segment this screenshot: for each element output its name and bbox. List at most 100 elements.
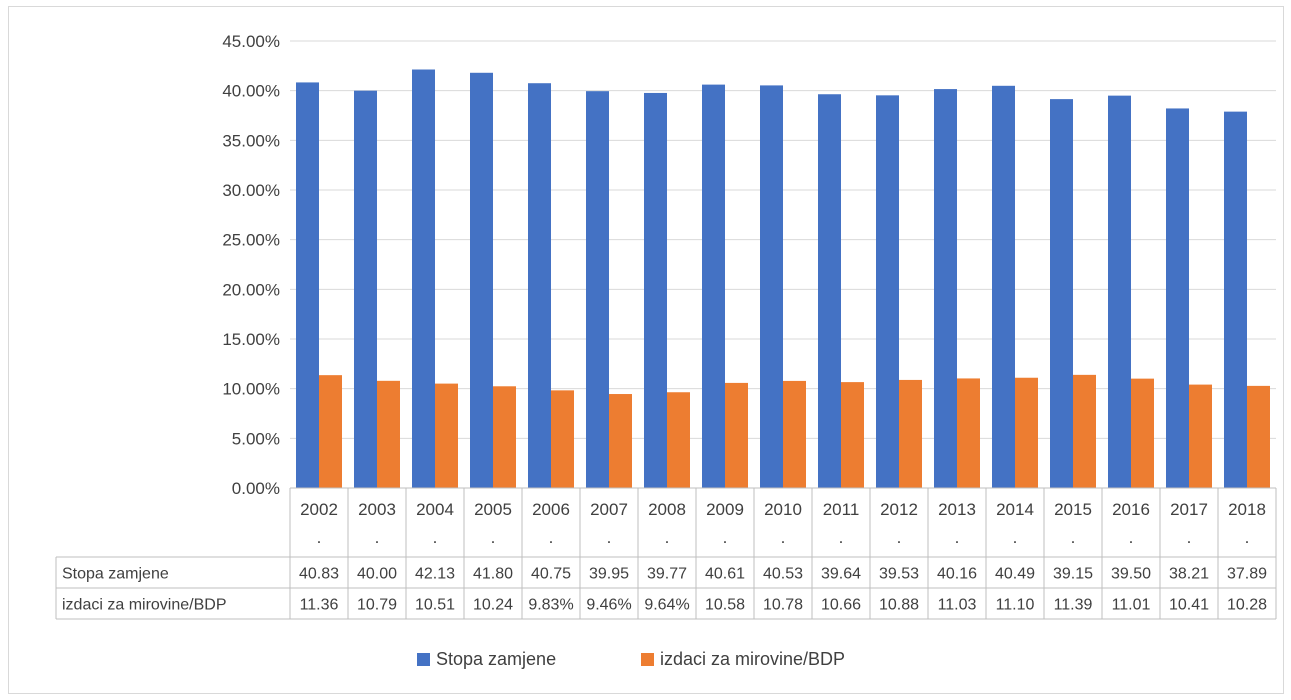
table-cell: 9.83% — [528, 597, 573, 614]
bar-stopa-zamjene — [818, 94, 841, 488]
bar-stopa-zamjene — [528, 83, 551, 488]
chart-frame — [8, 6, 1284, 694]
bars — [296, 69, 1270, 489]
table-cell: 10.58 — [705, 597, 745, 614]
x-category-label: 2006. — [532, 500, 570, 547]
legend-swatch — [417, 653, 430, 666]
data-table: 2002. 2003. 2004. 2005. 2006. 2007. 2008. 2009.… — [55, 487, 1277, 620]
table-row-label: izdaci za mirovine/BDP — [62, 597, 227, 614]
y-tick-label: 30.00% — [222, 181, 280, 200]
table-cell: 41.80 — [473, 566, 513, 583]
y-tick-label: 45.00% — [222, 32, 280, 51]
bar-stopa-zamjene — [702, 84, 725, 488]
table-cell: 38.21 — [1169, 566, 1209, 583]
y-tick-label: 25.00% — [222, 231, 280, 250]
table-cell: 11.39 — [1054, 597, 1093, 614]
y-tick-label: 0.00% — [232, 479, 280, 498]
bar-izdaci-za-mirovine — [377, 380, 400, 488]
table-cell: 40.49 — [995, 566, 1035, 583]
x-category-label: 2010. — [764, 500, 802, 547]
table-cell: 39.77 — [647, 566, 687, 583]
table-cell: 11.10 — [996, 597, 1035, 614]
bar-izdaci-za-mirovine — [1131, 378, 1154, 488]
bar-stopa-zamjene — [760, 85, 783, 488]
bar-izdaci-za-mirovine — [551, 390, 574, 488]
x-category-label: 2015. — [1054, 500, 1092, 547]
bar-stopa-zamjene — [354, 90, 377, 489]
table-cell: 9.64% — [644, 597, 689, 614]
table-cell: 40.75 — [531, 566, 571, 583]
table-cell: 39.15 — [1053, 566, 1093, 583]
x-category-label: 2008. — [648, 500, 686, 547]
bar-izdaci-za-mirovine — [1247, 385, 1270, 488]
bar-stopa-zamjene — [934, 89, 957, 488]
bar-stopa-zamjene — [1108, 95, 1131, 488]
bar-izdaci-za-mirovine — [1189, 384, 1212, 488]
bar-stopa-zamjene — [412, 69, 435, 488]
y-tick-label: 35.00% — [222, 131, 280, 150]
bar-stopa-zamjene — [586, 91, 609, 488]
table-cell: 40.00 — [357, 566, 397, 583]
table-cell: 39.50 — [1111, 566, 1151, 583]
table-row-label: Stopa zamjene — [62, 566, 169, 583]
y-tick-label: 40.00% — [222, 82, 280, 101]
legend: Stopa zamjene izdaci za mirovine/BDP — [417, 649, 845, 669]
x-category-label: 2002. — [300, 500, 338, 547]
y-tick-label: 15.00% — [222, 330, 280, 349]
bar-stopa-zamjene — [296, 82, 319, 488]
table-cell: 10.41 — [1169, 597, 1209, 614]
bar-izdaci-za-mirovine — [667, 392, 690, 488]
x-category-label: 2017. — [1170, 500, 1208, 547]
bar-stopa-zamjene — [992, 85, 1015, 489]
table-cell: 40.53 — [763, 566, 803, 583]
legend-label: izdaci za mirovine/BDP — [660, 649, 845, 669]
y-tick-label: 10.00% — [222, 380, 280, 399]
x-category-label: 2016. — [1112, 500, 1150, 547]
x-category-label: 2007. — [590, 500, 628, 547]
table-cell: 11.03 — [938, 597, 977, 614]
x-category-label: 2014. — [996, 500, 1034, 547]
table-cell: 11.01 — [1112, 597, 1151, 614]
table-cell: 10.88 — [879, 597, 919, 614]
bar-izdaci-za-mirovine — [319, 375, 342, 488]
table-cell: 10.28 — [1227, 597, 1267, 614]
x-category-label: 2004. — [416, 500, 454, 547]
y-tick-label: 20.00% — [222, 280, 280, 299]
legend-label: Stopa zamjene — [436, 649, 556, 669]
table-cell: 40.83 — [299, 566, 339, 583]
x-category-label: 2009. — [706, 500, 744, 547]
bar-stopa-zamjene — [876, 95, 899, 489]
bar-izdaci-za-mirovine — [1015, 377, 1038, 488]
bar-izdaci-za-mirovine — [1073, 374, 1096, 488]
bar-izdaci-za-mirovine — [609, 394, 632, 488]
bar-stopa-zamjene — [1050, 99, 1073, 489]
x-category-label: 2003. — [358, 500, 396, 547]
y-tick-label: 5.00% — [232, 429, 280, 448]
legend-swatch — [641, 653, 654, 666]
table-cell: 39.53 — [879, 566, 919, 583]
bar-izdaci-za-mirovine — [957, 378, 980, 488]
bar-stopa-zamjene — [470, 72, 493, 488]
bar-izdaci-za-mirovine — [899, 379, 922, 488]
bar-stopa-zamjene — [1224, 111, 1247, 488]
table-cell: 10.79 — [357, 597, 397, 614]
table-cell: 39.64 — [821, 566, 861, 583]
bar-izdaci-za-mirovine — [725, 382, 748, 488]
bar-stopa-zamjene — [644, 92, 667, 489]
x-category-label: 2018. — [1228, 500, 1266, 547]
table-cell: 10.78 — [763, 597, 803, 614]
table-cell: 42.13 — [415, 566, 455, 583]
x-category-label: 2013. — [938, 500, 976, 547]
bar-izdaci-za-mirovine — [435, 383, 458, 488]
x-category-label: 2005. — [474, 500, 512, 547]
bar-izdaci-za-mirovine — [783, 380, 806, 488]
x-category-label: 2011. — [823, 500, 860, 547]
y-axis-ticks: 0.00% 5.00% 10.00% 15.00% 20.00% 25.00% 30.00%… — [222, 32, 280, 498]
table-cell: 10.66 — [821, 597, 861, 614]
bar-stopa-zamjene — [1166, 108, 1189, 489]
table-cell: 11.36 — [300, 597, 339, 614]
table-cell: 37.89 — [1227, 566, 1267, 583]
table-cell: 40.16 — [937, 566, 977, 583]
x-category-label: 2012. — [880, 500, 918, 547]
